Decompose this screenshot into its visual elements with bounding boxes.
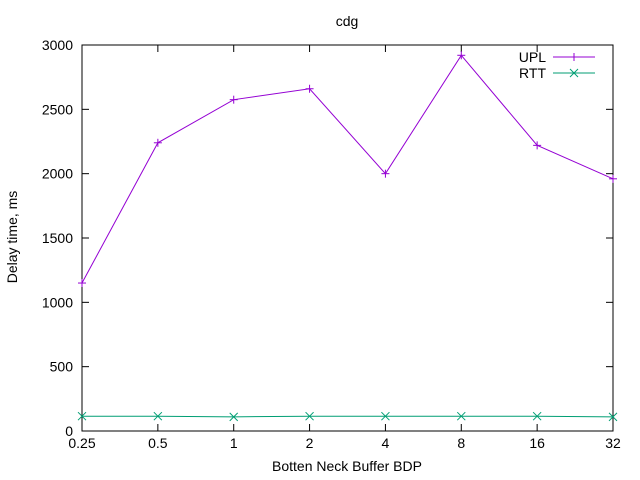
legend-marker-rtt [569, 68, 579, 78]
data-point-rtt [532, 411, 542, 421]
x-axis-label: Botten Neck Buffer BDP [272, 458, 422, 474]
data-point-rtt [608, 412, 618, 422]
data-point-rtt [77, 411, 87, 421]
y-tick-label: 1000 [42, 294, 73, 310]
y-tick-label: 1500 [42, 230, 73, 246]
x-tick-label: 32 [605, 435, 621, 451]
data-point-upl [609, 174, 617, 183]
data-point-upl [153, 138, 162, 147]
y-tick-label: 500 [50, 359, 74, 375]
axis-ticks: 0 500 1000 1500 2000 2500 3000 0.25 0.5 1 2 4 8 16 32 [42, 37, 621, 451]
data-point-upl [381, 169, 390, 178]
y-axis-label: Delay time, ms [4, 191, 20, 284]
data-point-upl [229, 95, 238, 104]
data-point-upl [305, 84, 314, 93]
series-layer [77, 51, 618, 422]
x-tick-label: 2 [306, 435, 314, 451]
data-point-rtt [381, 411, 390, 421]
data-point-rtt [153, 411, 163, 421]
legend-label-upl: UPL [519, 49, 546, 65]
legend-label-rtt: RTT [519, 65, 546, 81]
series-line-rtt [82, 415, 614, 418]
x-tick-label: 0.25 [68, 435, 95, 451]
legend-marker-upl [570, 53, 578, 61]
y-tick-label: 2500 [42, 101, 73, 117]
x-tick-label: 8 [457, 435, 465, 451]
y-tick-label: 2000 [42, 166, 73, 182]
chart-title: cdg [336, 13, 359, 29]
data-point-upl [78, 279, 86, 288]
data-point-rtt [456, 411, 466, 421]
data-point-upl [457, 51, 466, 60]
data-point-rtt [229, 412, 239, 422]
y-tick-label: 0 [65, 423, 73, 439]
x-tick-label: 16 [529, 435, 545, 451]
series-line-upl [81, 54, 614, 284]
y-tick-label: 3000 [42, 37, 73, 53]
data-point-rtt [305, 411, 314, 421]
x-tick-label: 4 [382, 435, 390, 451]
data-point-upl [533, 141, 542, 150]
x-tick-label: 0.5 [148, 435, 168, 451]
plot-area-frame [81, 44, 614, 432]
x-tick-label: 1 [230, 435, 238, 451]
